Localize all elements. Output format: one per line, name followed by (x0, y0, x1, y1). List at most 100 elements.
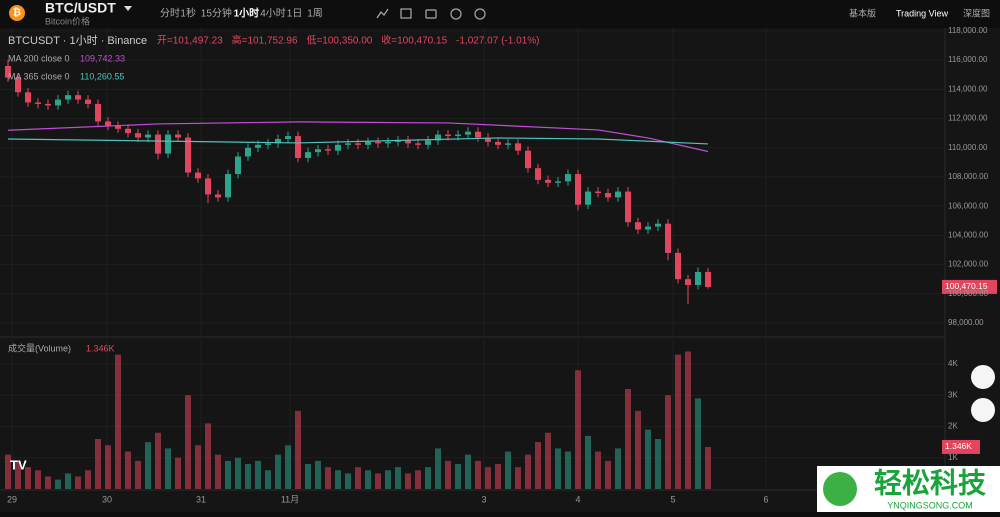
candle-body (305, 152, 311, 158)
candle-body (665, 223, 671, 253)
view-tab[interactable]: 深度图 (963, 7, 990, 18)
ma-value: 110,260.55 (80, 71, 124, 81)
subtitle: Bitcoin价格 (45, 15, 90, 26)
tool-icons (376, 8, 486, 20)
candle-body (635, 222, 641, 230)
y-tick-label: 100,000.00 (948, 289, 989, 298)
interval-button[interactable]: 分时 (160, 8, 180, 20)
candle-body (105, 121, 111, 126)
ohlc-value: 低=100,350.00 (306, 34, 372, 47)
interval-button[interactable]: 15分钟 (201, 7, 232, 20)
y-tick-label: 98,000.00 (948, 318, 984, 327)
side-button[interactable] (971, 398, 995, 422)
tv-logo: TV (10, 457, 27, 472)
add-icon[interactable] (450, 8, 462, 20)
legend-symbol: BTCUSDT · 1小时 · Binance (8, 34, 147, 47)
candle-body (395, 140, 401, 142)
candle-body (325, 149, 331, 151)
watermark-url: YNQINGSONG.COM (887, 500, 973, 510)
y-tick-label: 104,000.00 (948, 230, 989, 239)
candle-body (425, 140, 431, 145)
indicator-icon[interactable] (376, 8, 389, 19)
candle-body (505, 143, 511, 145)
candle-body (185, 137, 191, 173)
candle-body (275, 138, 281, 144)
candle-body (155, 134, 161, 154)
ma-value: 109,742.33 (80, 53, 125, 63)
candle-body (645, 226, 651, 230)
candle-body (525, 150, 531, 169)
symbol-dropdown[interactable] (124, 6, 132, 11)
candle-body (75, 95, 81, 100)
x-tick-label: 29 (7, 494, 17, 504)
last-volume-tag (942, 439, 980, 454)
plot (5, 60, 711, 489)
ohlc-value: 收=100,470.15 (381, 34, 447, 47)
candle-body (545, 179, 551, 183)
candle-body (675, 252, 681, 280)
candle-body (615, 191, 621, 198)
candle-body (285, 136, 291, 139)
candle-body (135, 133, 141, 138)
candle-body (125, 128, 131, 134)
candle-body (625, 191, 631, 223)
x-tick-label: 30 (102, 494, 112, 504)
volume-tick-label: 1K (948, 453, 958, 462)
candle-body (685, 279, 691, 286)
volume-tick-label: 2K (948, 422, 958, 431)
y-tick-label: 110,000.00 (948, 143, 988, 152)
ohlc-value: 高=101,752.96 (232, 34, 298, 47)
candle-body (315, 149, 321, 153)
candle-body (575, 174, 581, 205)
candle-body (485, 137, 491, 142)
view-tab[interactable]: 基本版 (849, 7, 876, 18)
candle-body (215, 194, 221, 198)
overlay: 开=101,497.23 高=101,752.96 低=100,350.00 收=10… (8, 34, 997, 454)
ohlc-value: 开=101,497.23 (157, 36, 223, 47)
interval-button[interactable]: 1日 (287, 9, 303, 20)
candle-body (65, 95, 71, 100)
candle-icon[interactable] (400, 8, 412, 19)
volume-tick-label: 4K (948, 359, 958, 368)
interval-button[interactable]: 1小时 (234, 7, 260, 20)
candle-body (605, 193, 611, 198)
candle-body (375, 141, 381, 144)
candle-body (115, 125, 121, 129)
y-tick-label: 118,000.00 (948, 26, 988, 35)
candle-body (255, 144, 261, 148)
change-value: -1,027.07 (-1.01%) (456, 36, 539, 47)
x-tick-label: 5 (670, 494, 675, 504)
coin-icon (9, 5, 25, 21)
x-tick-label: 31 (196, 494, 206, 504)
volume-value: 1.346K (86, 343, 115, 353)
candle-body (405, 140, 411, 144)
watermark-logo (823, 472, 857, 506)
candle-body (5, 65, 11, 78)
view-tab[interactable]: Trading View (896, 8, 949, 18)
interval-button[interactable]: 4小时 (260, 8, 286, 20)
candle-body (385, 141, 391, 144)
candle-body (205, 178, 211, 195)
candle-body (45, 103, 51, 106)
settings-icon[interactable] (474, 8, 486, 20)
candle-body (535, 168, 541, 180)
candle-body (565, 174, 571, 182)
interval-button[interactable]: 1周 (307, 8, 323, 20)
candle-body (415, 143, 421, 145)
candle-body (25, 92, 31, 103)
candle-body (335, 144, 341, 151)
symbol[interactable]: BTC/USDT (45, 0, 116, 16)
screenshot-icon[interactable] (425, 9, 437, 19)
y-tick-label: 112,000.00 (948, 114, 988, 123)
candle-body (435, 134, 441, 141)
candle-body (455, 134, 461, 137)
candle-body (55, 99, 61, 106)
last-volume-label: 1.346K (945, 441, 972, 451)
candle-body (445, 134, 451, 137)
candle-body (145, 134, 151, 138)
side-button[interactable] (971, 365, 995, 389)
y-tick-label: 116,000.00 (948, 55, 988, 64)
interval-button[interactable]: 1秒 (180, 7, 196, 20)
